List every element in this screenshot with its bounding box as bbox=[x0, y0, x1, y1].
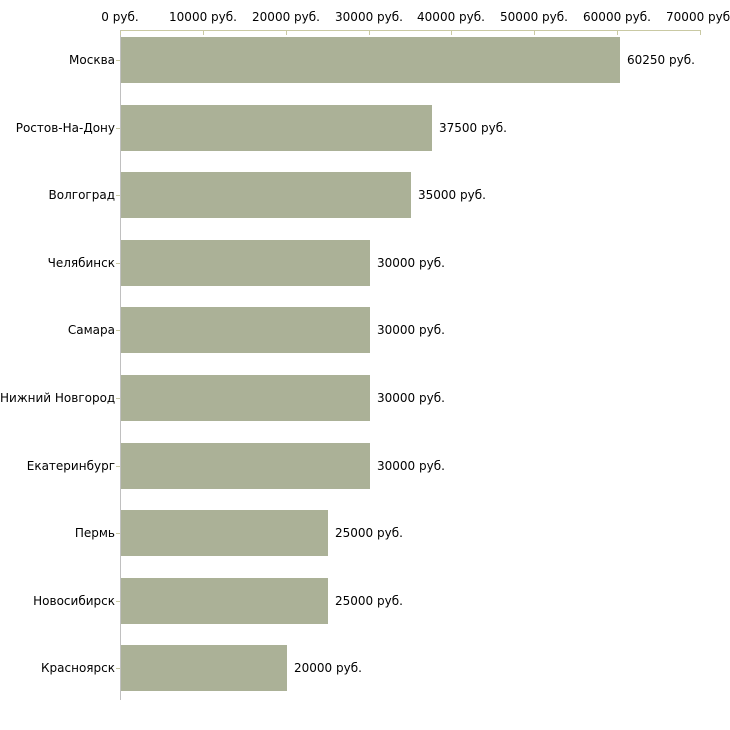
value-label: 20000 руб. bbox=[294, 661, 362, 675]
x-axis-tick-label: 30000 руб. bbox=[335, 10, 403, 24]
category-tick bbox=[116, 60, 120, 61]
category-label: Москва bbox=[69, 53, 115, 67]
x-axis-tick bbox=[700, 31, 701, 35]
x-axis-line bbox=[120, 30, 701, 31]
x-axis-tick-label: 10000 руб. bbox=[169, 10, 237, 24]
bar bbox=[121, 105, 432, 151]
x-axis-tick-label: 50000 руб. bbox=[500, 10, 568, 24]
value-label: 30000 руб. bbox=[377, 391, 445, 405]
y-axis-line bbox=[120, 30, 121, 700]
category-tick bbox=[116, 398, 120, 399]
category-tick bbox=[116, 533, 120, 534]
value-label: 25000 руб. bbox=[335, 526, 403, 540]
value-label: 30000 руб. bbox=[377, 459, 445, 473]
value-label: 25000 руб. bbox=[335, 594, 403, 608]
bar bbox=[121, 510, 328, 556]
x-axis-tick-label: 70000 руб. bbox=[666, 10, 730, 24]
x-axis-tick-label: 20000 руб. bbox=[252, 10, 320, 24]
category-label: Волгоград bbox=[48, 188, 115, 202]
value-label: 30000 руб. bbox=[377, 256, 445, 270]
x-axis-tick-label: 0 руб. bbox=[101, 10, 139, 24]
category-tick bbox=[116, 466, 120, 467]
value-label: 35000 руб. bbox=[418, 188, 486, 202]
category-label: Ростов-На-Дону bbox=[15, 121, 115, 135]
category-tick bbox=[116, 195, 120, 196]
x-axis-tick bbox=[120, 31, 121, 35]
x-axis-tick-label: 60000 руб. bbox=[583, 10, 651, 24]
category-label: Красноярск bbox=[41, 661, 115, 675]
bar bbox=[121, 375, 370, 421]
x-axis-tick bbox=[451, 31, 452, 35]
value-label: 60250 руб. bbox=[627, 53, 695, 67]
category-label: Пермь bbox=[74, 526, 115, 540]
bar bbox=[121, 645, 287, 691]
category-label: Екатеринбург bbox=[26, 459, 115, 473]
bar bbox=[121, 578, 328, 624]
bar bbox=[121, 240, 370, 286]
category-tick bbox=[116, 601, 120, 602]
category-tick bbox=[116, 128, 120, 129]
bar bbox=[121, 443, 370, 489]
x-axis-tick bbox=[203, 31, 204, 35]
category-label: Челябинск bbox=[47, 256, 115, 270]
x-axis-tick bbox=[617, 31, 618, 35]
category-label: Самара bbox=[67, 323, 115, 337]
x-axis-tick bbox=[369, 31, 370, 35]
value-label: 37500 руб. bbox=[439, 121, 507, 135]
bar bbox=[121, 37, 620, 83]
category-label: Нижний Новгород bbox=[0, 391, 116, 405]
value-label: 30000 руб. bbox=[377, 323, 445, 337]
category-tick bbox=[116, 330, 120, 331]
category-label: Новосибирск bbox=[33, 594, 115, 608]
x-axis-tick bbox=[534, 31, 535, 35]
bar bbox=[121, 172, 411, 218]
bar bbox=[121, 307, 370, 353]
x-axis-tick bbox=[286, 31, 287, 35]
category-tick bbox=[116, 668, 120, 669]
x-axis-tick-label: 40000 руб. bbox=[417, 10, 485, 24]
category-tick bbox=[116, 263, 120, 264]
